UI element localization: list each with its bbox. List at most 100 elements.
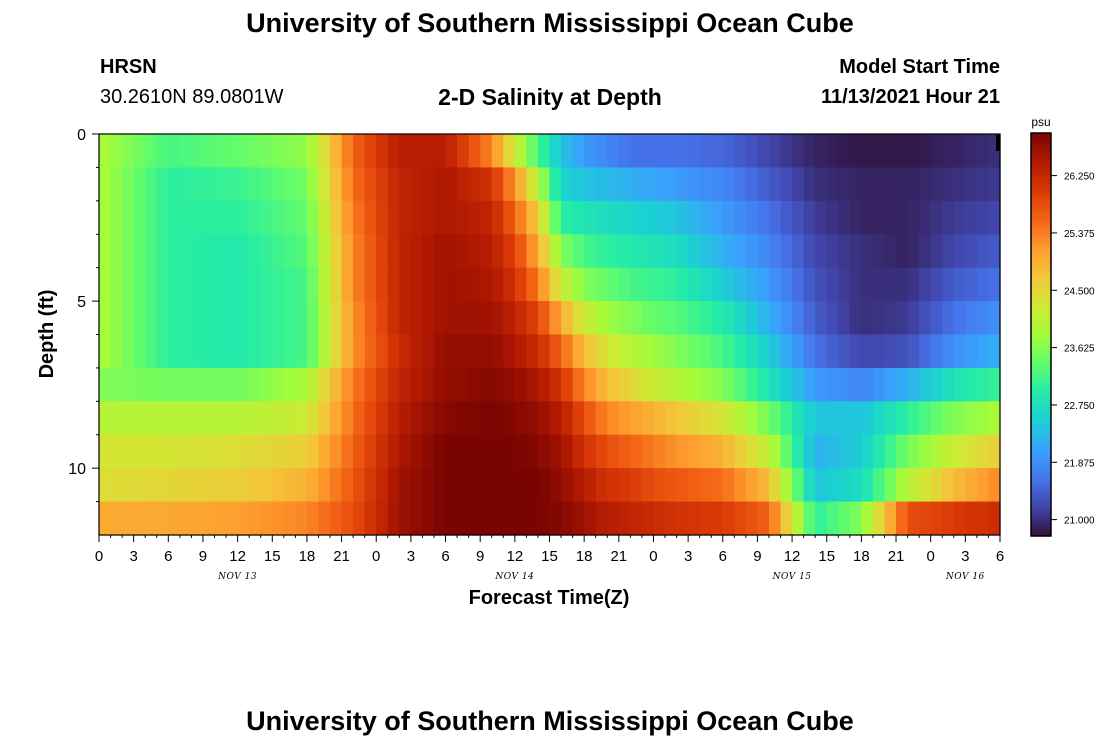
heatmap-cell xyxy=(295,501,308,536)
heatmap-cell xyxy=(537,434,551,469)
heatmap-cell xyxy=(572,334,585,369)
heatmap-cell xyxy=(364,334,377,369)
heatmap-cell xyxy=(976,200,990,235)
heatmap-cell xyxy=(699,234,712,269)
heatmap-cell xyxy=(561,401,574,436)
heatmap-cell xyxy=(133,334,146,369)
heatmap-cell xyxy=(99,200,112,235)
heatmap-cell xyxy=(630,200,643,235)
heatmap-cell xyxy=(202,234,216,269)
x-tick-label: 9 xyxy=(199,548,207,565)
heatmap-cell xyxy=(480,367,493,402)
heatmap-cell xyxy=(410,301,424,336)
heatmap-cell xyxy=(711,167,724,202)
heatmap-cell xyxy=(711,234,724,269)
heatmap-cell xyxy=(757,434,770,469)
heatmap-cell xyxy=(919,200,932,235)
heatmap-cell xyxy=(988,434,1001,469)
heatmap-cell xyxy=(422,134,435,169)
heatmap-cell xyxy=(133,167,146,202)
heatmap-cell xyxy=(942,434,955,469)
heatmap-cell xyxy=(907,234,920,269)
heatmap-cell xyxy=(595,501,608,536)
heatmap-cell xyxy=(260,367,273,402)
heatmap-cell xyxy=(803,167,816,202)
heatmap-cell xyxy=(145,267,158,302)
heatmap-cell xyxy=(237,301,250,336)
heatmap-cell xyxy=(191,267,204,302)
heatmap-cell xyxy=(584,234,597,269)
heatmap-cell xyxy=(133,200,146,235)
x-date-label: NOV 14 xyxy=(494,572,534,582)
heatmap-cell xyxy=(607,501,620,536)
heatmap-cell xyxy=(942,167,955,202)
heatmap-cell xyxy=(942,401,955,436)
heatmap-cell xyxy=(237,267,250,302)
top-right-marker xyxy=(996,135,1000,151)
heatmap-cell xyxy=(953,434,966,469)
colorbar-tick-label: 23.625 xyxy=(1064,344,1095,355)
heatmap-cell xyxy=(953,468,966,503)
heatmap-cell xyxy=(653,367,666,402)
heatmap-cell xyxy=(491,334,504,369)
heatmap-cell xyxy=(872,334,886,369)
heatmap-cell xyxy=(815,434,828,469)
heatmap-cell xyxy=(168,334,181,369)
heatmap-cell xyxy=(480,401,493,436)
heatmap-cell xyxy=(457,434,470,469)
heatmap-cell xyxy=(202,468,216,503)
heatmap-cell xyxy=(99,301,112,336)
heatmap-cell xyxy=(399,301,412,336)
heatmap-cell xyxy=(676,267,689,302)
heatmap-cell xyxy=(988,367,1001,402)
heatmap-cell xyxy=(214,134,227,169)
heatmap-cell xyxy=(122,234,135,269)
heatmap-cell xyxy=(665,501,678,536)
colorbar-gradient xyxy=(1030,132,1052,537)
heatmap-cell xyxy=(387,334,400,369)
heatmap-cell xyxy=(283,167,296,202)
colorbar-tick-label: 26.250 xyxy=(1064,172,1095,183)
heatmap-cell xyxy=(122,167,135,202)
heatmap-cell xyxy=(399,200,412,235)
heatmap-cell xyxy=(480,301,493,336)
heatmap-cell xyxy=(410,367,424,402)
heatmap-cell xyxy=(514,401,527,436)
heatmap-cell xyxy=(410,234,424,269)
heatmap-cell xyxy=(780,167,793,202)
heatmap-cell xyxy=(480,134,493,169)
heatmap-cell xyxy=(653,301,666,336)
heatmap-cell xyxy=(468,367,481,402)
heatmap-cell xyxy=(872,167,886,202)
heatmap-cell xyxy=(815,234,828,269)
heatmap-cell xyxy=(826,301,839,336)
heatmap-cell xyxy=(734,401,747,436)
heatmap-cell xyxy=(676,334,689,369)
heatmap-cell xyxy=(919,267,932,302)
heatmap-cell xyxy=(295,434,308,469)
heatmap-cell xyxy=(907,468,920,503)
heatmap-cell xyxy=(676,501,689,536)
heatmap-cell xyxy=(768,167,782,202)
heatmap-cell xyxy=(410,200,424,235)
heatmap-cell xyxy=(433,434,447,469)
heatmap-cell xyxy=(191,367,204,402)
heatmap-cell xyxy=(849,434,862,469)
heatmap-cell xyxy=(445,434,458,469)
heatmap-cell xyxy=(376,468,389,503)
heatmap-cell xyxy=(491,267,504,302)
heatmap-cell xyxy=(792,367,805,402)
heatmap-cell xyxy=(757,134,770,169)
heatmap-cell xyxy=(353,200,366,235)
heatmap-cell xyxy=(445,468,458,503)
heatmap-cell xyxy=(226,501,239,536)
heatmap-cell xyxy=(110,367,123,402)
heatmap-cell xyxy=(537,468,551,503)
x-tick-label: 15 xyxy=(264,548,281,565)
heatmap-cell xyxy=(226,334,239,369)
heatmap-cell xyxy=(457,134,470,169)
heatmap-cell xyxy=(792,401,805,436)
heatmap-cell xyxy=(699,301,712,336)
heatmap-cell xyxy=(179,334,193,369)
heatmap-cell xyxy=(630,134,643,169)
